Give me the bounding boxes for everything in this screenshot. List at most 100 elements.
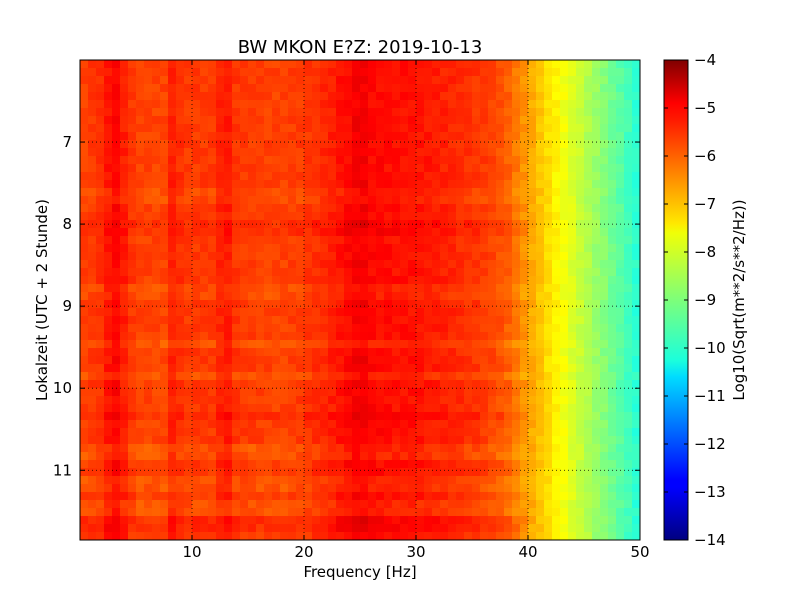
heatmap-cell: [104, 324, 113, 333]
heatmap-cell: [128, 516, 137, 525]
heatmap-cell: [496, 484, 505, 493]
heatmap-cell: [536, 476, 545, 485]
heatmap-cell: [488, 372, 497, 381]
heatmap-cell: [240, 284, 249, 293]
heatmap-cell: [144, 372, 153, 381]
heatmap-cell: [432, 404, 441, 413]
heatmap-cell: [328, 316, 337, 325]
heatmap-cell: [232, 436, 241, 445]
heatmap-cell: [552, 196, 561, 205]
heatmap-cell: [520, 204, 529, 213]
heatmap-cell: [560, 116, 569, 125]
heatmap-cell: [144, 420, 153, 429]
heatmap-cell: [520, 380, 529, 389]
heatmap-cell: [592, 460, 601, 469]
heatmap-cell: [184, 444, 193, 453]
heatmap-cell: [528, 412, 537, 421]
heatmap-cell: [224, 68, 233, 77]
heatmap-cell: [248, 532, 257, 540]
heatmap-cell: [272, 260, 281, 269]
heatmap-cell: [336, 508, 345, 517]
heatmap-cell: [240, 388, 249, 397]
heatmap-cell: [352, 244, 361, 253]
heatmap-cell: [584, 276, 593, 285]
heatmap-cell: [360, 484, 369, 493]
heatmap-cell: [616, 268, 625, 277]
heatmap-cell: [128, 260, 137, 269]
heatmap-cell: [160, 164, 169, 173]
heatmap-cell: [576, 60, 585, 69]
heatmap-cell: [496, 60, 505, 69]
heatmap-cell: [448, 284, 457, 293]
heatmap-cell: [432, 388, 441, 397]
heatmap-cell: [192, 148, 201, 157]
heatmap-cell: [136, 140, 145, 149]
heatmap-cell: [344, 508, 353, 517]
heatmap-cell: [464, 332, 473, 341]
heatmap-cell: [352, 124, 361, 133]
heatmap-cell: [344, 372, 353, 381]
heatmap-cell: [544, 324, 553, 333]
heatmap-cell: [360, 364, 369, 373]
heatmap-cell: [360, 108, 369, 117]
heatmap-cell: [96, 92, 105, 101]
heatmap-cell: [112, 468, 121, 477]
heatmap-cell: [512, 380, 521, 389]
heatmap-cell: [584, 236, 593, 245]
heatmap-cell: [104, 300, 113, 309]
heatmap-cell: [88, 516, 97, 525]
heatmap-cell: [280, 380, 289, 389]
heatmap-cell: [152, 340, 161, 349]
heatmap-cell: [208, 500, 217, 509]
heatmap-cell: [384, 516, 393, 525]
heatmap-cell: [232, 260, 241, 269]
heatmap-cell: [344, 228, 353, 237]
heatmap-cell: [592, 124, 601, 133]
heatmap-cell: [584, 492, 593, 501]
heatmap-cell: [384, 76, 393, 85]
heatmap-cell: [488, 380, 497, 389]
heatmap-cell: [112, 316, 121, 325]
heatmap-cell: [344, 516, 353, 525]
heatmap-cell: [496, 364, 505, 373]
heatmap-cell: [600, 60, 609, 69]
heatmap-cell: [104, 508, 113, 517]
heatmap-cell: [280, 340, 289, 349]
heatmap-cell: [568, 476, 577, 485]
heatmap-cell: [488, 228, 497, 237]
heatmap-cell: [264, 204, 273, 213]
heatmap-cell: [368, 476, 377, 485]
heatmap-cell: [328, 84, 337, 93]
heatmap-cell: [632, 388, 640, 397]
heatmap-cell: [560, 212, 569, 221]
heatmap-cell: [272, 68, 281, 77]
heatmap-cell: [344, 116, 353, 125]
heatmap-cell: [432, 316, 441, 325]
heatmap-cell: [184, 420, 193, 429]
heatmap-cell: [120, 356, 129, 365]
heatmap-cell: [200, 372, 209, 381]
heatmap-cell: [240, 468, 249, 477]
heatmap-cell: [384, 196, 393, 205]
heatmap-cell: [504, 180, 513, 189]
heatmap-cell: [312, 164, 321, 173]
heatmap-cell: [328, 164, 337, 173]
heatmap-cell: [112, 124, 121, 133]
heatmap-cell: [544, 276, 553, 285]
heatmap-cell: [432, 156, 441, 165]
heatmap-cell: [504, 196, 513, 205]
heatmap-cell: [208, 204, 217, 213]
heatmap-cell: [592, 172, 601, 181]
heatmap-cell: [496, 452, 505, 461]
heatmap-cell: [488, 308, 497, 317]
heatmap-cell: [136, 156, 145, 165]
heatmap-cell: [216, 324, 225, 333]
heatmap-cell: [136, 484, 145, 493]
heatmap-cell: [104, 332, 113, 341]
heatmap-cell: [112, 508, 121, 517]
heatmap-cell: [256, 524, 265, 533]
heatmap-cell: [632, 396, 640, 405]
heatmap-cell: [80, 340, 89, 349]
heatmap-cell: [216, 396, 225, 405]
heatmap-cell: [264, 428, 273, 437]
